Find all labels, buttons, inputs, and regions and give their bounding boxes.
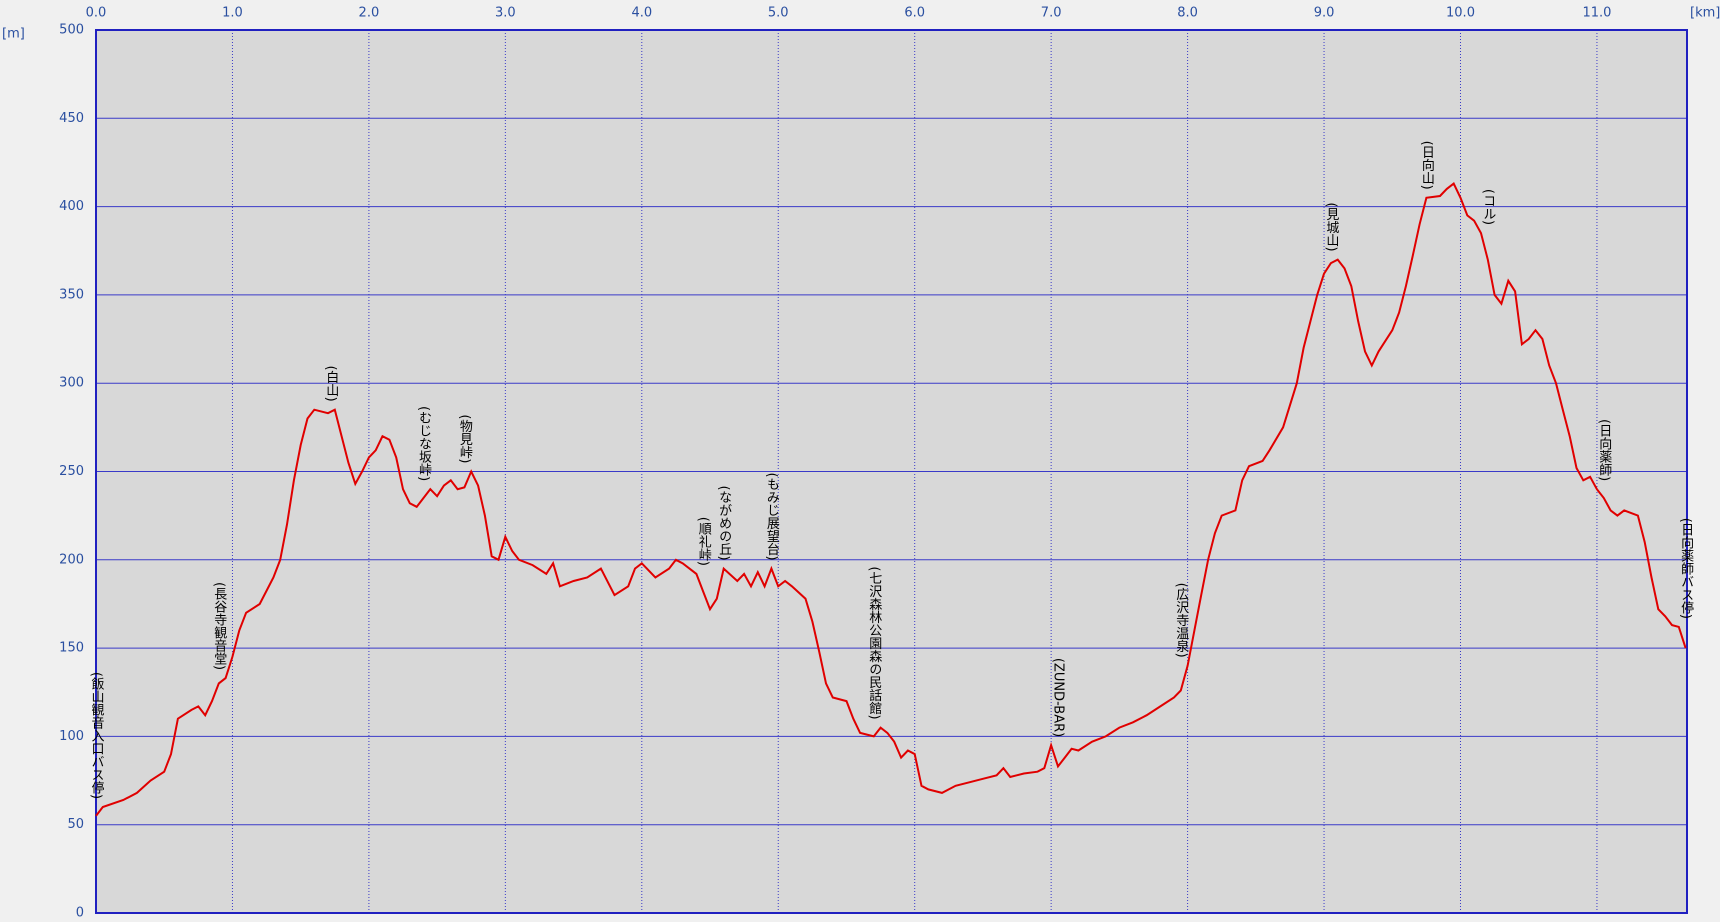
- y-tick-label: 0: [76, 906, 84, 921]
- x-axis-label: [km]: [1690, 6, 1720, 21]
- y-tick-label: 50: [67, 817, 84, 832]
- y-tick-label: 400: [59, 199, 84, 214]
- waypoint-label: (広沢寺温泉): [1173, 583, 1189, 658]
- waypoint-label: (日向薬師): [1596, 419, 1612, 481]
- waypoint-label: (むじな坂峠): [416, 406, 432, 481]
- x-tick-label: 1.0: [222, 6, 243, 21]
- waypoint-label: (七沢森林公園森の民話館): [866, 566, 882, 719]
- waypoint-label: (もみじ展望台): [764, 472, 780, 560]
- waypoint-label: (ながめの丘): [716, 485, 732, 560]
- waypoint-label: (日向山): [1419, 141, 1434, 190]
- x-tick-label: 9.0: [1314, 6, 1335, 21]
- y-axis-label: [m]: [2, 27, 25, 42]
- waypoint-label: (長谷寺観音堂): [211, 582, 227, 670]
- y-tick-label: 100: [59, 729, 84, 744]
- y-tick-label: 250: [59, 464, 84, 479]
- x-tick-label: 0.0: [86, 6, 107, 21]
- y-tick-label: 150: [59, 641, 84, 656]
- x-tick-label: 3.0: [495, 6, 516, 21]
- waypoint-label: (白山): [323, 366, 338, 402]
- x-tick-label: 6.0: [904, 6, 925, 21]
- y-tick-label: 350: [59, 287, 84, 302]
- waypoint-label: (ZUND-BAR): [1050, 658, 1065, 737]
- waypoint-label: (日向薬師バス停): [1678, 518, 1694, 619]
- plot-border: [95, 29, 1688, 914]
- waypoint-label: (コル): [1480, 189, 1495, 225]
- y-tick-label: 450: [59, 111, 84, 126]
- y-tick-label: 500: [59, 23, 84, 38]
- x-tick-label: 10.0: [1446, 6, 1475, 21]
- y-tick-label: 200: [59, 552, 84, 567]
- x-tick-label: 11.0: [1582, 6, 1611, 21]
- x-tick-label: 8.0: [1177, 6, 1198, 21]
- y-tick-label: 300: [59, 376, 84, 391]
- waypoint-label: (飯山観音入口バス停): [89, 672, 105, 799]
- waypoint-label: (物見峠): [457, 414, 473, 463]
- x-tick-label: 5.0: [768, 6, 789, 21]
- x-tick-label: 2.0: [359, 6, 380, 21]
- elevation-line: [95, 182, 1687, 817]
- waypoint-label: (順礼峠): [696, 517, 712, 566]
- waypoint-label: (見城山): [1323, 202, 1339, 251]
- x-tick-label: 4.0: [631, 6, 652, 21]
- x-tick-label: 7.0: [1041, 6, 1062, 21]
